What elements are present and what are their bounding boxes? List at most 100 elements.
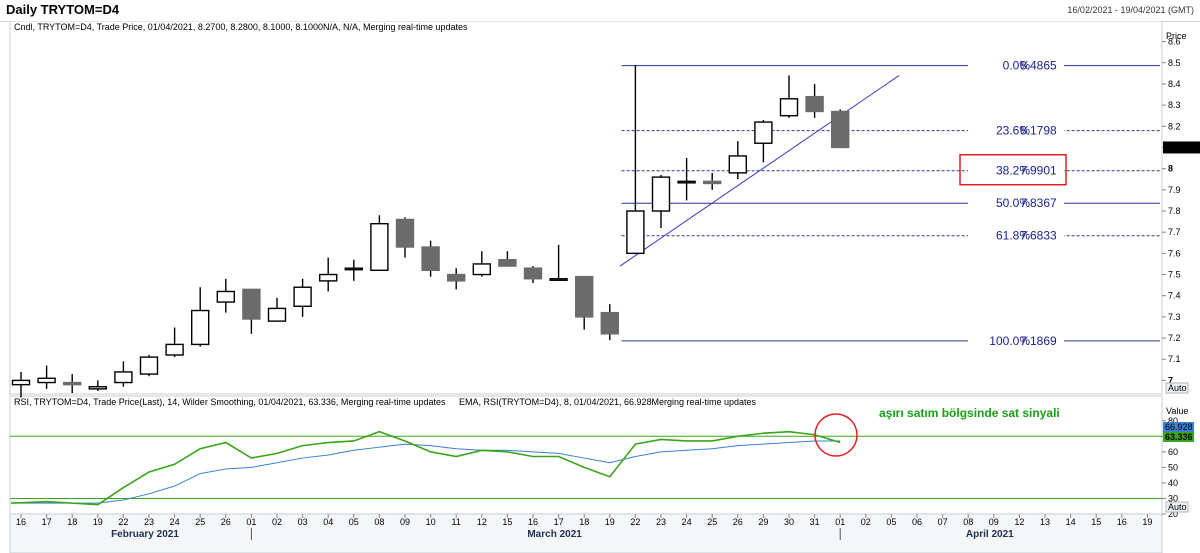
value-tick-label: 40 xyxy=(1168,478,1178,488)
x-tick-label: 19 xyxy=(1142,517,1152,527)
candlestick[interactable] xyxy=(805,83,824,118)
candlestick[interactable] xyxy=(779,75,799,118)
last-price-tag xyxy=(1163,141,1200,154)
x-tick-label: 05 xyxy=(349,517,359,527)
candlestick[interactable] xyxy=(37,365,56,389)
fib-highlight-box xyxy=(959,153,1067,186)
bear-candle-body xyxy=(703,180,722,185)
fib-label-bg xyxy=(968,123,1064,138)
candlestick[interactable] xyxy=(523,266,543,283)
rsi-panel[interactable] xyxy=(9,395,1163,515)
fib-level-label: 100.0% xyxy=(989,334,1030,348)
candlestick[interactable] xyxy=(575,275,594,330)
bull-candle-body xyxy=(626,210,645,255)
price-tick-label: 7.2 xyxy=(1168,333,1181,343)
bull-candle-body xyxy=(344,267,363,271)
chart-canvas[interactable]: Cndl, TRYTOM=D4, Trade Price, 01/04/2021… xyxy=(0,21,1200,553)
x-tick-label: 11 xyxy=(452,517,461,527)
candlestick[interactable] xyxy=(293,278,312,317)
candlestick[interactable] xyxy=(190,287,210,347)
bull-candle-body xyxy=(728,155,747,174)
bear-candle-body xyxy=(575,275,594,318)
value-axis-title: Value xyxy=(1166,406,1188,416)
rsi-last-label: 63.336 xyxy=(1165,432,1193,442)
annotation-text: aşırı satım bölgsinde sat sinyali xyxy=(879,406,1060,420)
bull-candle-body xyxy=(114,371,133,384)
candlestick[interactable] xyxy=(370,215,389,271)
x-tick-label: 31 xyxy=(810,517,820,527)
fib-label-bg xyxy=(968,58,1064,73)
candlestick[interactable] xyxy=(498,251,517,267)
candlestick[interactable] xyxy=(626,64,645,255)
candlestick[interactable] xyxy=(395,217,415,258)
candlestick[interactable] xyxy=(600,304,619,341)
fib-label-bg xyxy=(968,163,1064,178)
x-tick-label: 08 xyxy=(963,517,973,527)
price-axis-title: Price xyxy=(1166,31,1187,41)
candlestick[interactable] xyxy=(114,361,133,387)
x-tick-label: 25 xyxy=(707,517,717,527)
fib-label-bg xyxy=(968,228,1064,243)
bull-candle-body xyxy=(216,290,236,303)
month-label: February 2021 xyxy=(111,529,179,540)
candlestick[interactable] xyxy=(472,251,491,277)
ema-last-tag xyxy=(1163,422,1194,432)
x-tick-label: 10 xyxy=(426,517,436,527)
price-auto-label: Auto xyxy=(1168,383,1187,393)
x-tick-label: 17 xyxy=(42,517,52,527)
candlestick[interactable] xyxy=(651,175,671,228)
rsi-auto-label: Auto xyxy=(1168,502,1187,512)
price-auto-button[interactable] xyxy=(1165,382,1189,394)
value-tick-label: 50 xyxy=(1168,462,1178,472)
candlestick[interactable] xyxy=(344,259,363,281)
rsi-legend: RSI, TRYTOM=D4, Trade Price(Last), 14, W… xyxy=(14,397,446,407)
candlestick[interactable] xyxy=(549,244,568,281)
bull-candle-body xyxy=(319,273,338,282)
bull-candle-body xyxy=(293,286,312,307)
fib-level-label: 50.0% xyxy=(996,196,1030,210)
candlestick[interactable] xyxy=(242,288,261,334)
fib-label-bg xyxy=(968,196,1064,211)
candlestick[interactable] xyxy=(831,109,850,149)
price-tick-label: 7 xyxy=(1168,375,1173,385)
bear-candle-body xyxy=(805,95,824,113)
x-tick-label: 16 xyxy=(1117,517,1127,527)
fib-label-bg xyxy=(968,333,1064,348)
candlestick[interactable] xyxy=(754,119,773,163)
ema-last-label: 66.928 xyxy=(1165,422,1193,432)
fib-level-label: 0.0% xyxy=(1003,59,1031,73)
bull-candle-body xyxy=(139,356,159,375)
price-tick-label: 7.3 xyxy=(1168,312,1181,322)
bear-candle-body xyxy=(523,267,543,280)
candlestick[interactable] xyxy=(421,240,440,277)
price-tick-label: 7.6 xyxy=(1168,248,1181,258)
x-tick-label: 02 xyxy=(861,517,871,527)
x-tick-label: 02 xyxy=(272,517,282,527)
candlestick[interactable] xyxy=(703,172,722,190)
month-label: March 2021 xyxy=(527,529,582,540)
x-tick-label: 24 xyxy=(682,517,692,527)
candlestick[interactable] xyxy=(447,268,466,290)
trend-line[interactable] xyxy=(619,75,900,267)
fib-level-label: 61.8% xyxy=(996,229,1030,243)
candlestick[interactable] xyxy=(63,374,82,394)
price-tick-label: 8 xyxy=(1168,164,1173,174)
candlestick[interactable] xyxy=(139,355,159,377)
bull-candle-body xyxy=(11,379,31,386)
candlestick[interactable] xyxy=(677,158,696,201)
price-tick-label: 7.8 xyxy=(1168,206,1181,216)
bull-candle-body xyxy=(651,176,671,212)
candlestick[interactable] xyxy=(11,371,31,398)
value-tick-label: 80 xyxy=(1168,416,1178,426)
x-tick-label: 19 xyxy=(93,517,103,527)
candlestick[interactable] xyxy=(267,297,287,322)
candlestick[interactable] xyxy=(216,278,236,313)
price-tick-label: 8.5 xyxy=(1168,58,1181,68)
candlestick[interactable] xyxy=(165,327,184,358)
rsi-auto-button[interactable] xyxy=(1165,501,1189,513)
candlestick[interactable] xyxy=(319,257,338,292)
candlestick[interactable] xyxy=(728,141,747,180)
bear-candle-body xyxy=(447,273,466,282)
candlestick[interactable] xyxy=(88,380,108,391)
x-tick-label: 23 xyxy=(656,517,666,527)
